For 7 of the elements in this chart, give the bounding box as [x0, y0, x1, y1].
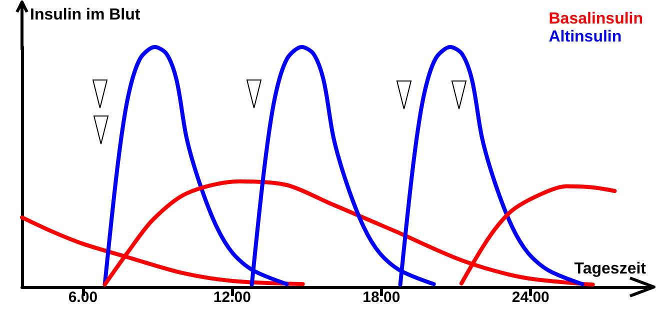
x-tick-label: 18.00: [362, 289, 400, 306]
text: Basalinsulin: [548, 10, 643, 28]
x-tick-label: 24.00: [512, 289, 550, 306]
x-axis-title: Tageszeit: [574, 260, 647, 278]
text: Altinsulin: [548, 28, 622, 46]
x-tick-label: 12.00: [213, 289, 251, 306]
y-axis-title: Insulin im Blut: [30, 6, 141, 24]
